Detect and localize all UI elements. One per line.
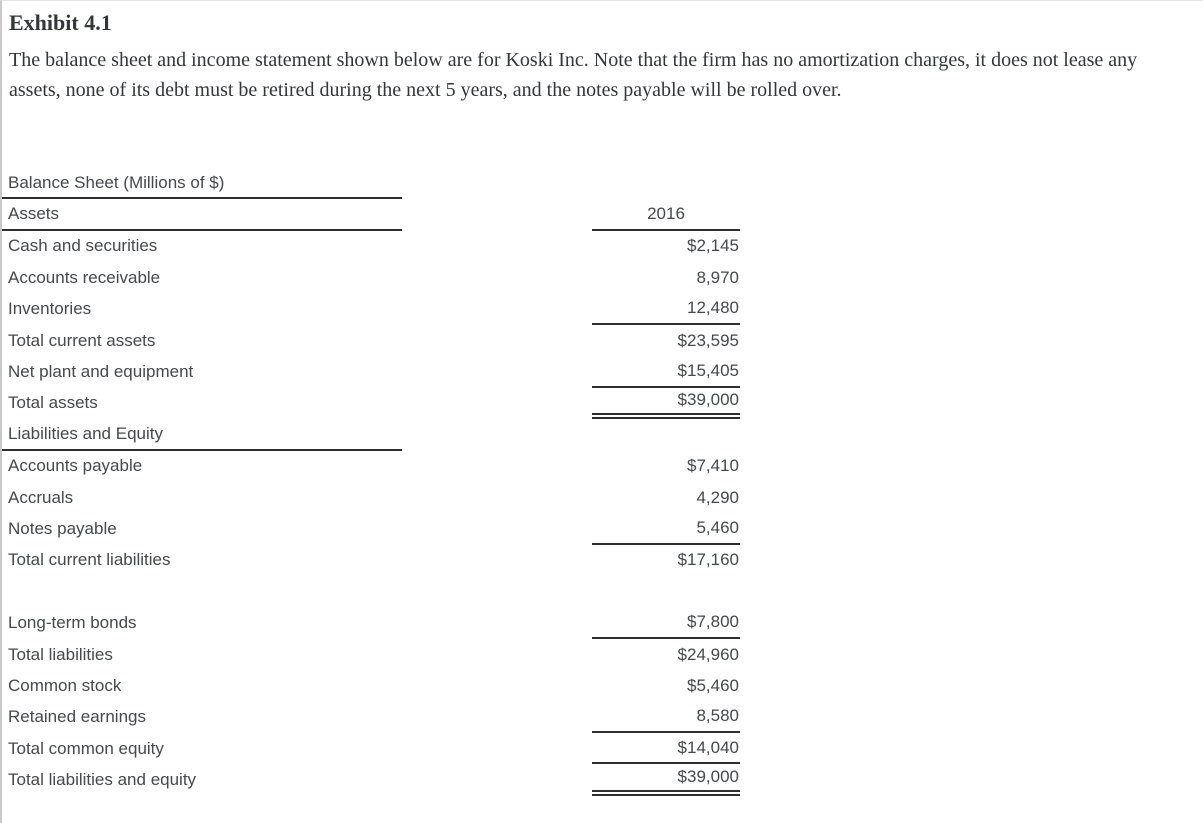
- table-row: Total assets $39,000: [2, 388, 742, 420]
- table-row: Total liabilities $24,960: [2, 639, 742, 670]
- table-row: Accruals 4,290: [2, 482, 742, 513]
- row-label: Accruals: [8, 487, 74, 507]
- row-label: Total liabilities: [8, 644, 113, 664]
- row-value: $15,405: [592, 356, 740, 388]
- row-value: $23,595: [677, 330, 739, 350]
- column-gap: [402, 764, 592, 795]
- column-gap: [402, 356, 592, 387]
- row-value: $24,960: [677, 644, 739, 664]
- table-row: Liabilities and Equity: [2, 419, 742, 451]
- column-gap: [402, 325, 592, 356]
- table-row: [2, 576, 742, 607]
- row-label: Retained earnings: [8, 707, 146, 727]
- table-row: Notes payable 5,460: [2, 513, 742, 545]
- table-row: Total current liabilities $17,160: [2, 545, 742, 576]
- row-value: $14,040: [592, 733, 740, 765]
- row-label: [2, 576, 402, 607]
- column-gap: [402, 451, 592, 482]
- column-gap: [402, 199, 592, 230]
- table-body: Cash and securities $2,145 Accounts rece…: [2, 231, 742, 796]
- row-value: $7,410: [687, 456, 739, 476]
- row-value: [592, 419, 740, 450]
- row-value: $7,800: [592, 607, 740, 639]
- row-value: $39,000: [592, 388, 740, 420]
- exhibit-header: Exhibit 4.1 The balance sheet and income…: [2, 1, 1203, 105]
- column-gap: [402, 639, 592, 670]
- column-gap: [402, 388, 592, 419]
- row-value: $2,145: [687, 236, 739, 256]
- column-gap: [402, 231, 592, 262]
- year-column-header: 2016: [592, 199, 740, 231]
- row-label: Inventories: [8, 299, 92, 319]
- column-gap: [402, 576, 592, 607]
- table-row: Inventories 12,480: [2, 294, 742, 325]
- row-value: $5,460: [687, 675, 739, 695]
- empty-value-cell: [592, 168, 740, 199]
- table-row: Common stock $5,460: [2, 670, 742, 701]
- row-label: Cash and securities: [8, 236, 158, 256]
- row-value: 8,580: [592, 702, 740, 734]
- row-label: Long-term bonds: [8, 613, 137, 633]
- row-label: Accounts payable: [8, 456, 143, 476]
- table-row: Total current assets $23,595: [2, 325, 742, 356]
- table-row: Retained earnings 8,580: [2, 702, 742, 734]
- column-gap: [402, 607, 592, 638]
- row-label: Total common equity: [8, 738, 164, 758]
- column-gap: [402, 262, 592, 293]
- table-row: Cash and securities $2,145: [2, 231, 742, 262]
- row-value: 12,480: [592, 294, 740, 325]
- column-gap: [402, 733, 592, 764]
- column-gap: [402, 168, 592, 199]
- table-row: Total liabilities and equity $39,000: [2, 764, 742, 796]
- column-gap: [402, 670, 592, 701]
- row-value: $39,000: [592, 764, 740, 796]
- row-label: Common stock: [8, 675, 122, 695]
- row-value: 8,970: [696, 267, 739, 287]
- table-row: Accounts payable $7,410: [2, 451, 742, 482]
- row-label: Liabilities and Equity: [2, 419, 402, 451]
- row-label: Total assets: [8, 393, 98, 413]
- table-title: Balance Sheet (Millions of $): [2, 168, 402, 200]
- table-row: Net plant and equipment $15,405: [2, 356, 742, 388]
- table-header-row: Assets 2016: [2, 199, 742, 231]
- row-label: Total current assets: [8, 330, 156, 350]
- row-label: Total current liabilities: [8, 550, 171, 570]
- row-label: Notes payable: [8, 518, 117, 538]
- balance-sheet-table: Balance Sheet (Millions of $) Assets 201…: [2, 168, 742, 796]
- row-value: $17,160: [677, 550, 739, 570]
- table-row: Accounts receivable 8,970: [2, 262, 742, 293]
- column-gap: [402, 702, 592, 733]
- column-gap: [402, 513, 592, 544]
- row-label: Net plant and equipment: [8, 362, 194, 382]
- column-gap: [402, 294, 592, 325]
- table-row: Total common equity $14,040: [2, 733, 742, 765]
- exhibit-title: Exhibit 4.1: [9, 10, 112, 35]
- row-value: 5,460: [592, 513, 740, 545]
- exhibit-description: The balance sheet and income statement s…: [9, 49, 1138, 101]
- table-title-row: Balance Sheet (Millions of $): [2, 168, 742, 200]
- column-gap: [402, 419, 592, 450]
- row-label: Total liabilities and equity: [8, 770, 197, 790]
- row-value: 4,290: [696, 487, 739, 507]
- assets-section-header: Assets: [2, 199, 402, 231]
- row-value: [592, 576, 740, 607]
- column-gap: [402, 545, 592, 576]
- column-gap: [402, 482, 592, 513]
- row-label: Accounts receivable: [8, 267, 161, 287]
- table-row: Long-term bonds $7,800: [2, 607, 742, 639]
